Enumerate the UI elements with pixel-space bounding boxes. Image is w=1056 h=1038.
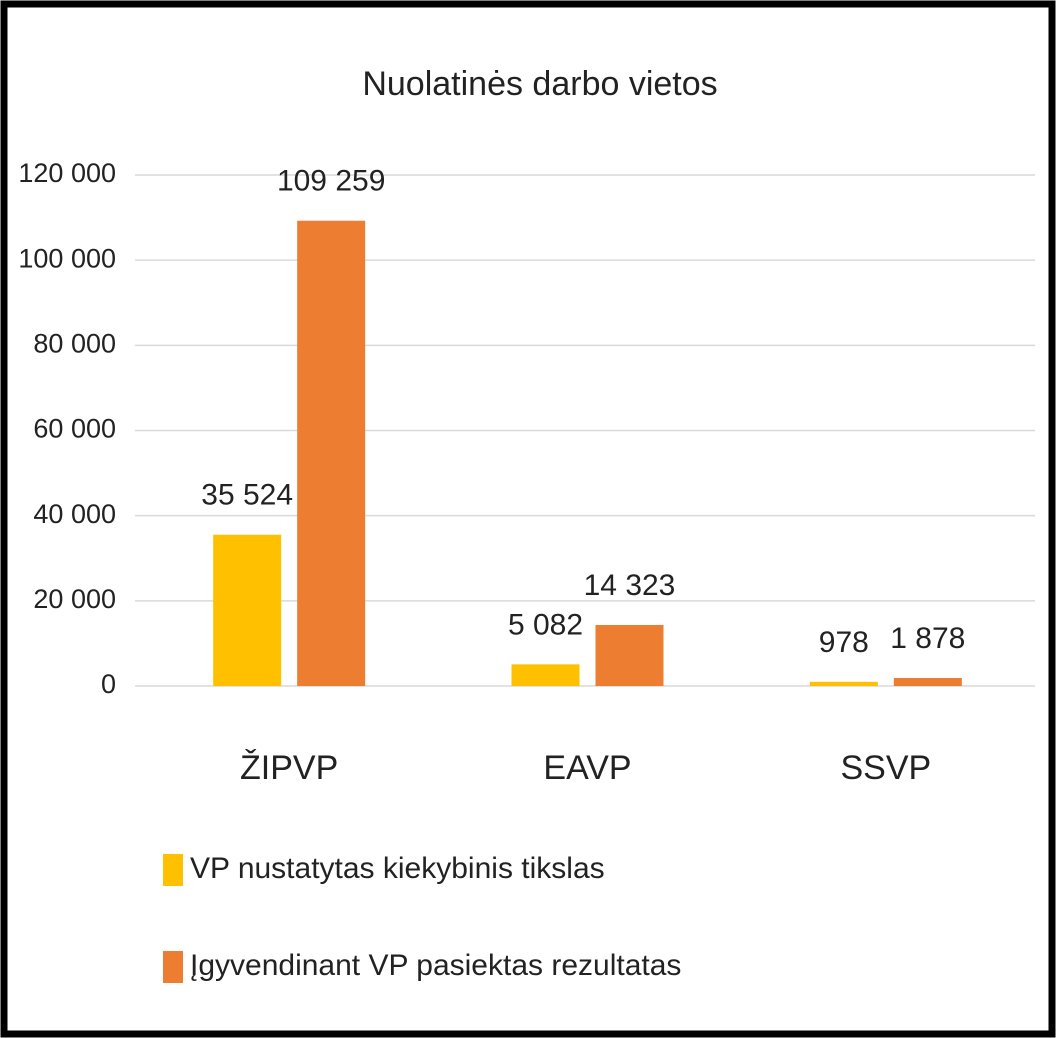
bar [893,678,962,686]
y-tick-label: 0 [101,669,116,699]
data-label: 978 [819,626,869,659]
bar [809,681,878,686]
y-tick-label: 40 000 [33,499,116,529]
data-label: 35 524 [201,479,293,512]
x-tick-label: SSVP [840,749,931,787]
x-tick-label: ŽIPVP [240,749,338,787]
y-tick-label: 20 000 [33,584,116,614]
legend-label: Įgyvendinant VP pasiektas rezultatas [190,949,681,982]
legend-label: VP nustatytas kiekybinis tikslas [190,852,605,885]
data-label: 14 323 [584,569,676,602]
legend-swatch [163,951,183,983]
y-tick-label: 100 000 [18,243,116,273]
x-tick-label: EAVP [543,749,631,787]
bar [595,625,664,686]
data-label: 1 878 [890,622,965,655]
bar [511,664,580,686]
y-tick-label: 120 000 [18,158,116,188]
bar [213,534,282,686]
chart-title: Nuolatinės darbo vietos [362,65,717,103]
bar [297,220,366,686]
y-tick-label: 80 000 [33,328,116,358]
y-tick-label: 60 000 [33,414,116,444]
legend-swatch [163,854,183,886]
data-label: 5 082 [508,608,583,641]
data-label: 109 259 [277,165,385,198]
